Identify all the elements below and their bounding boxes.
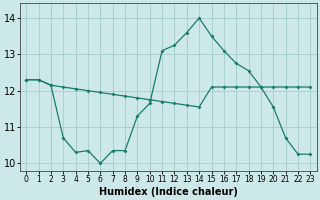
X-axis label: Humidex (Indice chaleur): Humidex (Indice chaleur) (99, 187, 238, 197)
